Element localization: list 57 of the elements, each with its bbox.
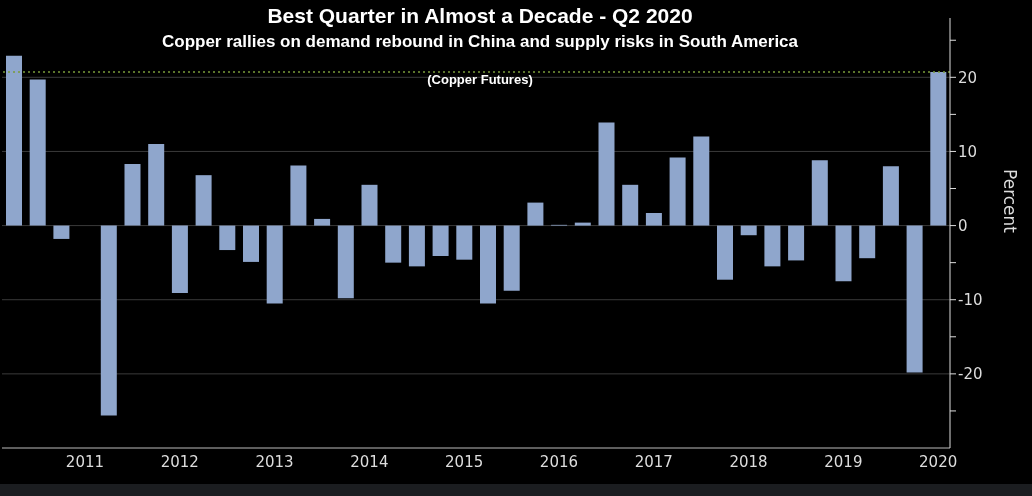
bar xyxy=(693,136,710,226)
bar xyxy=(717,225,733,280)
bar xyxy=(243,225,259,262)
y-tick-label: 0 xyxy=(958,216,968,235)
x-tick-label: 2019 xyxy=(824,452,863,471)
y-axis-title: Percent xyxy=(999,169,1020,234)
y-tick-label: -20 xyxy=(958,365,983,384)
x-tick-label: 2011 xyxy=(65,452,105,471)
bar xyxy=(859,225,876,259)
bar xyxy=(835,225,852,282)
x-tick-label: 2016 xyxy=(539,452,579,471)
bar xyxy=(527,202,544,226)
bar xyxy=(314,218,331,226)
bar xyxy=(574,222,591,226)
bar xyxy=(764,225,781,267)
bar xyxy=(361,184,378,226)
bar xyxy=(456,225,473,260)
bar xyxy=(100,225,117,416)
bar xyxy=(598,122,615,226)
bar xyxy=(669,157,686,226)
bar xyxy=(124,164,141,226)
bar xyxy=(811,160,828,226)
x-tick-label: 2014 xyxy=(350,452,389,471)
bar xyxy=(503,225,520,291)
bar xyxy=(53,225,70,239)
bar xyxy=(788,225,805,261)
bar xyxy=(882,166,899,226)
x-tick-label: 2012 xyxy=(160,452,199,471)
y-tick-label: 10 xyxy=(958,142,978,161)
bar xyxy=(171,225,188,294)
bar xyxy=(266,225,283,304)
bar xyxy=(219,225,236,251)
bar xyxy=(480,225,496,304)
bar xyxy=(29,79,46,226)
annotation: (Copper Futures) xyxy=(427,72,533,87)
bar xyxy=(622,184,639,226)
bar xyxy=(385,225,402,263)
bar xyxy=(337,225,354,299)
bar xyxy=(290,165,307,226)
y-tick-label: 20 xyxy=(958,68,978,87)
x-tick-label: 2015 xyxy=(445,452,484,471)
bar xyxy=(930,72,947,226)
chart-title: Best Quarter in Almost a Decade - Q2 2020 xyxy=(266,4,694,28)
bar xyxy=(148,144,165,226)
bar xyxy=(645,212,662,226)
x-tick-label: 2013 xyxy=(255,452,294,471)
text: Copper rallies on demand rebound in China and supply risks in South America xyxy=(161,32,799,52)
x-tick-label: 2017 xyxy=(634,452,673,471)
bar xyxy=(906,225,923,373)
bar xyxy=(740,225,757,236)
y-tick-label: -10 xyxy=(958,291,983,310)
x-tick-label: 2020 xyxy=(919,452,958,471)
x-tick-label: 2018 xyxy=(729,452,768,471)
bar xyxy=(6,55,22,226)
bar xyxy=(432,225,449,256)
bar xyxy=(195,175,212,226)
bar xyxy=(408,225,425,267)
